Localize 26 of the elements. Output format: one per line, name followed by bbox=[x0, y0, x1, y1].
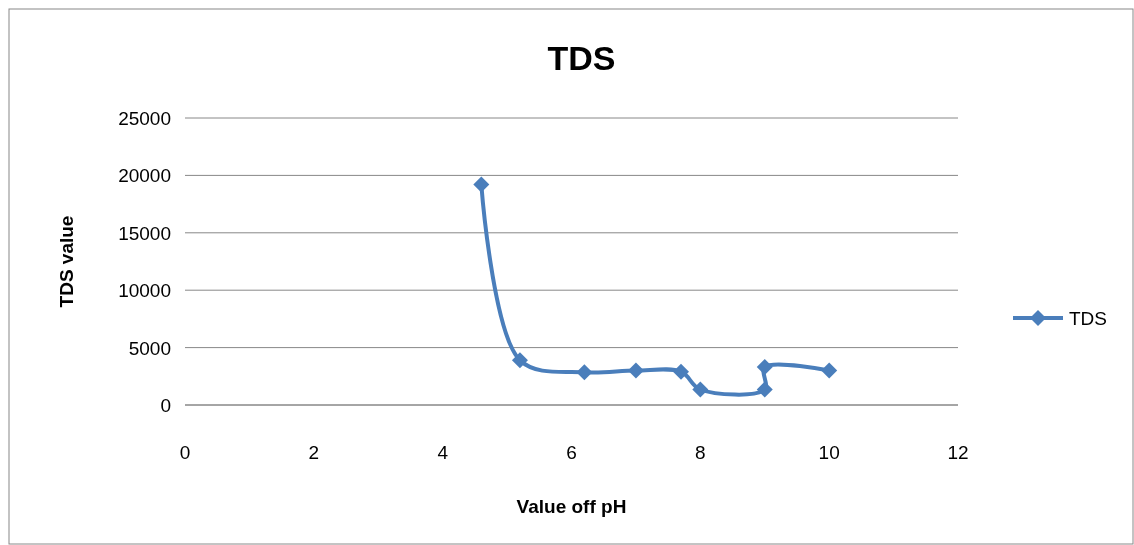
point bbox=[576, 364, 593, 381]
x-tick-label: 0 bbox=[179, 442, 191, 463]
x-axis-title: Value off pH bbox=[516, 496, 627, 517]
point bbox=[511, 352, 528, 369]
x-tick-label: 2 bbox=[308, 442, 320, 463]
point bbox=[821, 362, 838, 379]
point bbox=[673, 363, 690, 380]
x-tick-label: 6 bbox=[566, 442, 577, 463]
point bbox=[692, 381, 709, 398]
x-tick-label: 8 bbox=[695, 442, 706, 463]
x-tick-label: 10 bbox=[818, 442, 840, 463]
point bbox=[627, 362, 644, 379]
point bbox=[756, 381, 773, 398]
chart-title: TDS bbox=[547, 39, 616, 77]
point bbox=[473, 176, 490, 193]
y-tick-label: 20000 bbox=[118, 165, 171, 187]
legend-label: TDS bbox=[1069, 308, 1107, 329]
y-tick-label: 15000 bbox=[118, 222, 171, 244]
point bbox=[756, 359, 773, 376]
y-tick-label: 0 bbox=[160, 395, 171, 416]
x-tick-label: 4 bbox=[437, 442, 449, 463]
y-tick-label: 10000 bbox=[118, 280, 171, 302]
y-tick-label: 25000 bbox=[118, 108, 171, 129]
y-axis-title: TDS value bbox=[56, 215, 77, 308]
x-tick-label: 12 bbox=[947, 442, 969, 463]
y-tick-label: 5000 bbox=[128, 337, 171, 359]
